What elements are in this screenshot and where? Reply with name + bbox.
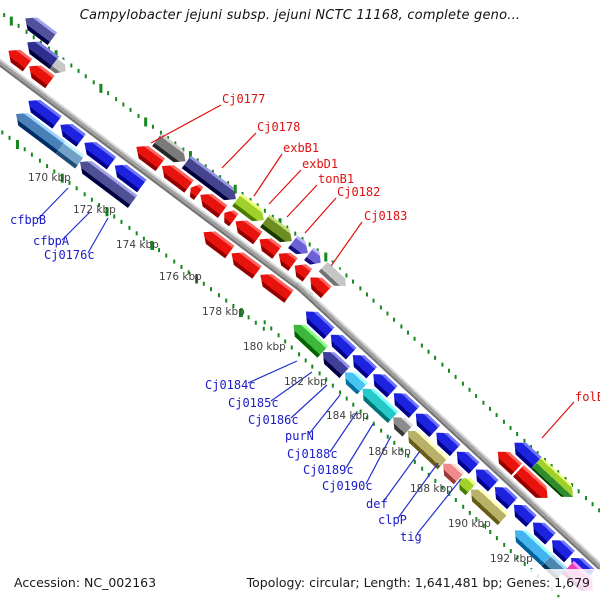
ruler-position-label: 182 kbp xyxy=(284,376,327,388)
leader-line-Cj0178 xyxy=(221,132,257,169)
leader-line-tonB1 xyxy=(286,184,318,218)
leader-line-Cj0185c xyxy=(270,371,313,402)
gene-label-exbB1: exbB1 xyxy=(283,141,320,155)
ruler-position-label: 192 kbp xyxy=(490,553,533,565)
gene-label-exbD1: exbD1 xyxy=(302,157,339,171)
gene-label-clpP: clpP xyxy=(378,513,407,527)
ruler-position-label: 174 kbp xyxy=(116,239,159,251)
gene-label-tonB1: tonB1 xyxy=(318,172,355,186)
ruler-position-label: 172 kbp xyxy=(73,204,116,216)
leader-line-Cj0182 xyxy=(304,197,337,234)
gene-label-tig: tig xyxy=(400,530,422,544)
leader-line-Cj0189c xyxy=(345,423,374,469)
leader-line-Cj0177 xyxy=(150,104,222,144)
accession-text: Accession: NC_002163 xyxy=(14,575,157,590)
gene-label-def: def xyxy=(366,497,388,511)
gene-label-Cj0186c: Cj0186c xyxy=(248,413,299,427)
gene-label-purN: purN xyxy=(285,429,314,443)
gene-label-Cj0177: Cj0177 xyxy=(222,92,266,106)
leader-line-Cj0188c xyxy=(329,411,358,453)
gene-label-Cj0185c: Cj0185c xyxy=(228,396,279,410)
leader-line-exbD1 xyxy=(268,169,302,205)
gene-label-Cj0189c: Cj0189c xyxy=(303,463,354,477)
leader-line-folE xyxy=(541,401,575,439)
leader-line-exbB1 xyxy=(253,153,283,197)
gene-label-cfbpA: cfbpA xyxy=(33,234,70,248)
ruler-position-label: 188 kbp xyxy=(410,483,453,495)
gene-label-Cj0190c: Cj0190c xyxy=(322,479,373,493)
gene-label-Cj0184c: Cj0184c xyxy=(205,378,256,392)
leader-line-clpP xyxy=(397,462,439,519)
gene-label-Cj0182: Cj0182 xyxy=(337,185,381,199)
leader-line-Cj0176c xyxy=(87,217,109,254)
leader-line-Cj0184c xyxy=(247,360,298,384)
leader-line-tig xyxy=(416,478,462,535)
leader-line-Cj0186c xyxy=(290,384,328,419)
gene-label-cfbpB: cfbpB xyxy=(10,213,47,227)
leader-line-purN xyxy=(308,394,341,435)
leader-line-Cj0190c xyxy=(365,435,392,485)
leader-line-Cj0183 xyxy=(330,221,363,267)
status-bar: Accession: NC_002163 Topology: circular;… xyxy=(0,569,600,595)
gene-label-Cj0178: Cj0178 xyxy=(257,120,301,134)
leader-line-cfbpA xyxy=(61,211,91,241)
gene-label-folE: folE xyxy=(575,390,600,404)
ruler-position-label: 176 kbp xyxy=(159,271,202,283)
leader-line-cfbpB xyxy=(37,187,69,220)
ruler-position-label: 170 kbp xyxy=(28,172,71,184)
gene-label-Cj0183: Cj0183 xyxy=(364,209,408,223)
gene-label-Cj0188c: Cj0188c xyxy=(287,447,338,461)
ruler-position-label: 190 kbp xyxy=(448,518,491,530)
ruler-position-label: 180 kbp xyxy=(243,341,286,353)
page-title: Campylobacter jejuni subsp. jejuni NCTC … xyxy=(79,8,521,23)
gene-label-Cj0176c: Cj0176c xyxy=(44,248,95,262)
ruler-position-label: 186 kbp xyxy=(368,446,411,458)
ruler-position-label: 178 kbp xyxy=(202,306,245,318)
topology-text: Topology: circular; Length: 1,641,481 bp… xyxy=(246,575,590,590)
ruler-position-label: 184 kbp xyxy=(326,410,369,422)
leader-line-def xyxy=(382,450,421,503)
